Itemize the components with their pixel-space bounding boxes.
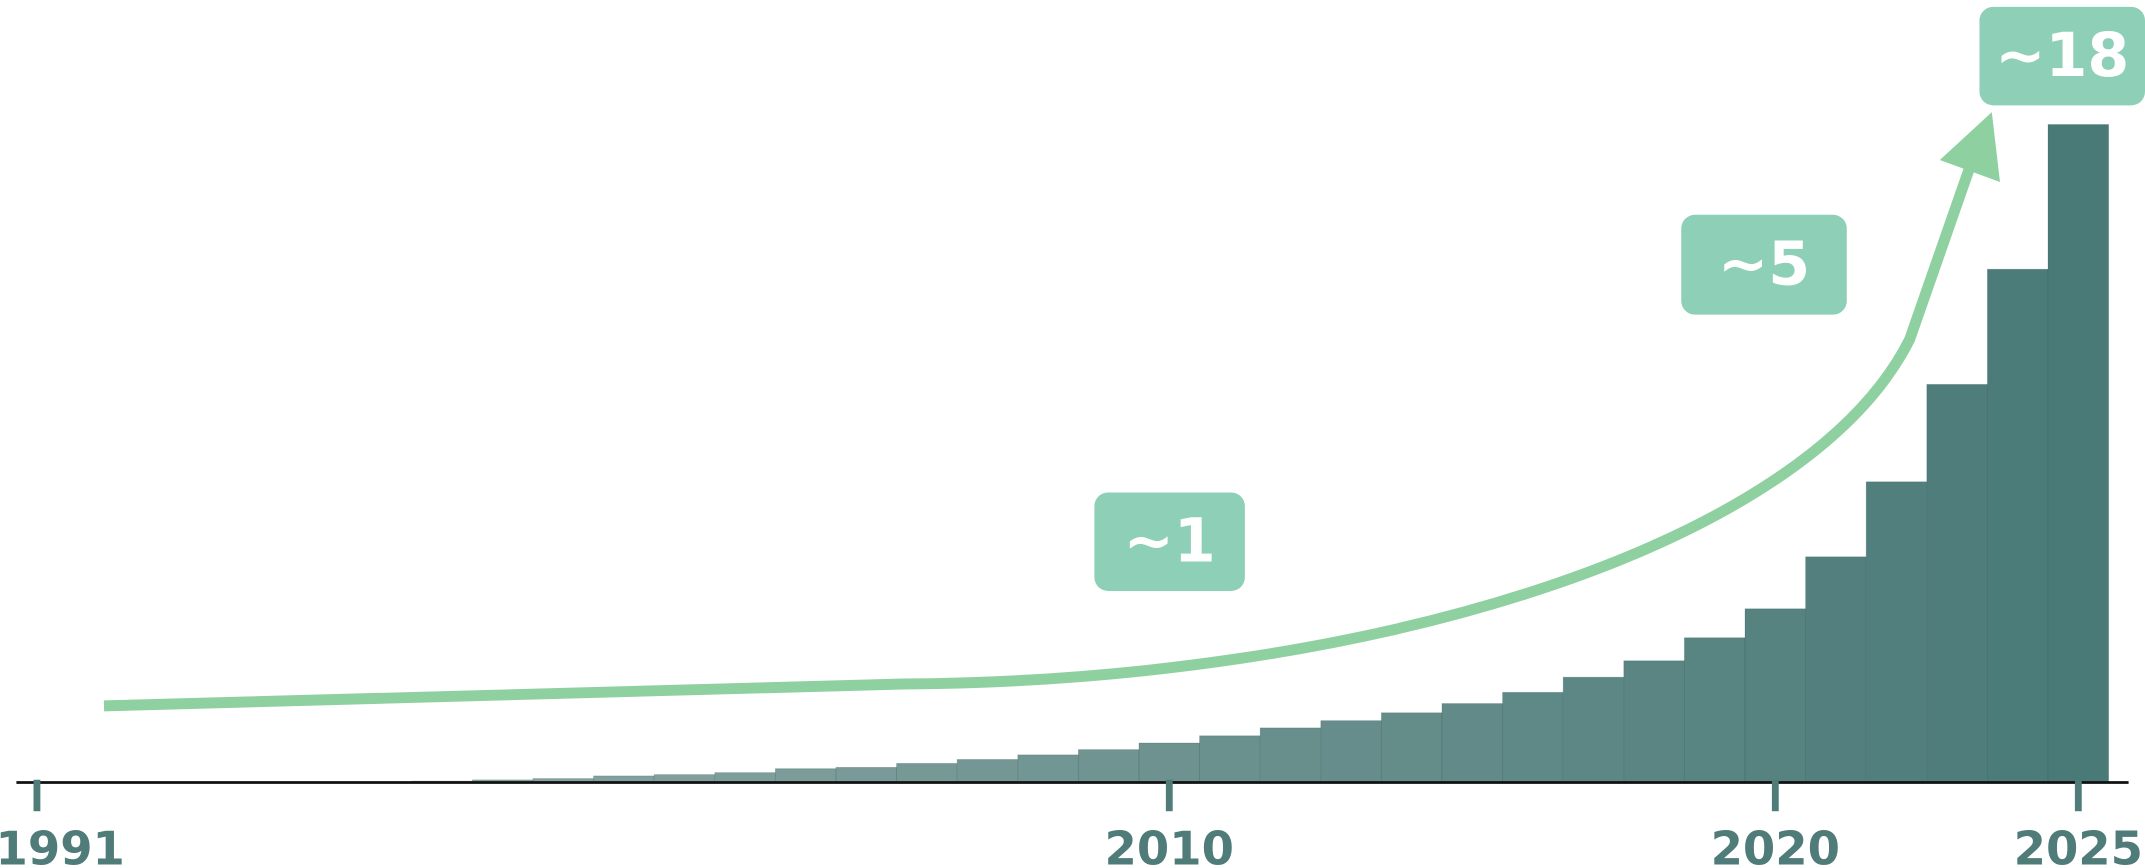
bar	[1320, 720, 1382, 783]
bar	[1017, 754, 1079, 783]
bar	[1865, 481, 1928, 783]
bar	[714, 772, 776, 783]
x-tick-label: 2025	[2014, 822, 2143, 868]
bar	[1441, 703, 1504, 783]
annotation-box	[1681, 214, 1847, 315]
bar	[1259, 727, 1322, 783]
annotation-box	[1094, 492, 1245, 591]
x-tick-label: 2010	[1105, 822, 1234, 868]
bar	[2047, 124, 2110, 783]
bar	[956, 759, 1019, 783]
trend-curve	[103, 165, 1976, 712]
annotation-box	[1979, 6, 2145, 106]
x-tick-label: 1991	[0, 822, 125, 868]
arrow-head	[1939, 112, 2000, 182]
x-tick-label: 2020	[1711, 822, 1840, 868]
bar	[1805, 556, 1867, 783]
bar	[1562, 676, 1625, 783]
bar	[774, 768, 837, 783]
bar	[1199, 735, 1261, 783]
annotation-text: ~1	[1123, 507, 1215, 577]
bar	[1380, 712, 1443, 783]
bar	[1986, 268, 2049, 783]
bar	[835, 766, 897, 783]
bar	[896, 763, 958, 783]
annotation-text: ~5	[1718, 230, 1810, 300]
bar	[1077, 749, 1140, 783]
bar	[1926, 383, 1988, 783]
bar	[1138, 742, 1200, 783]
bar	[1502, 691, 1564, 783]
bar	[1623, 660, 1685, 783]
bar	[1744, 608, 1807, 783]
bars	[411, 124, 2110, 783]
annotation-text: ~18	[1995, 21, 2129, 91]
annotations: ~1 ~5 ~18	[1094, 6, 2145, 591]
bar	[1683, 637, 1746, 783]
